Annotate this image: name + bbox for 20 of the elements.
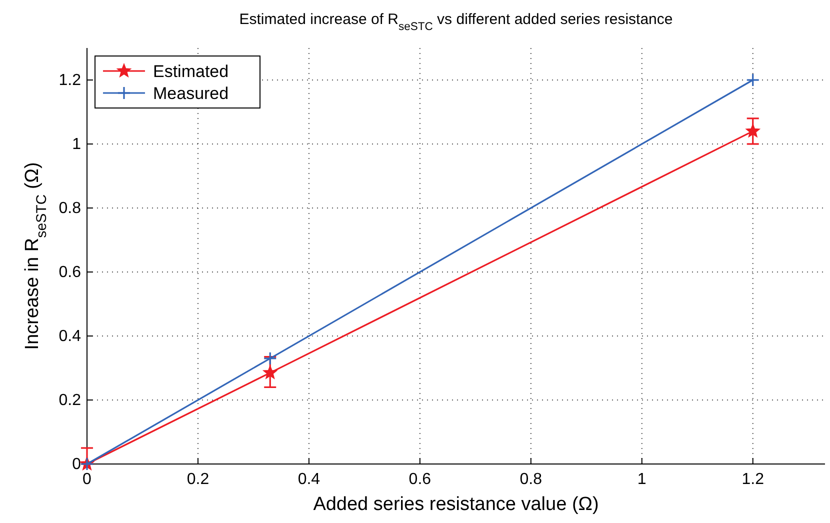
y-tick-label: 1.2	[58, 72, 82, 89]
x-tick-label: 0	[82, 471, 92, 488]
x-tick-label: 1.2	[742, 471, 764, 488]
y-tick-label: 0.8	[58, 200, 82, 217]
legend-label: Measured	[153, 84, 229, 103]
chart-title: Estimated increase of R$_{seSTC}$ vs different added series resistance	[239, 11, 673, 33]
legend-label: Estimated	[153, 62, 229, 81]
y-tick-label: 0	[72, 456, 82, 473]
x-tick-label: 0.2	[186, 471, 210, 488]
y-tick-label: 0.6	[58, 264, 82, 281]
x-tick-label: 1	[637, 471, 646, 488]
point	[263, 365, 278, 379]
y-tick-label: 0.4	[58, 328, 82, 345]
x-axis-title: Added series resistance value (Ω)	[313, 494, 599, 515]
y-tick-label: 0.2	[58, 392, 82, 409]
point	[746, 124, 760, 138]
x-tick-label: 0.6	[408, 471, 432, 488]
x-tick-label: 0.8	[520, 471, 542, 488]
y-tick-label: 1	[72, 136, 82, 153]
x-tick-label: 0.4	[298, 471, 320, 488]
